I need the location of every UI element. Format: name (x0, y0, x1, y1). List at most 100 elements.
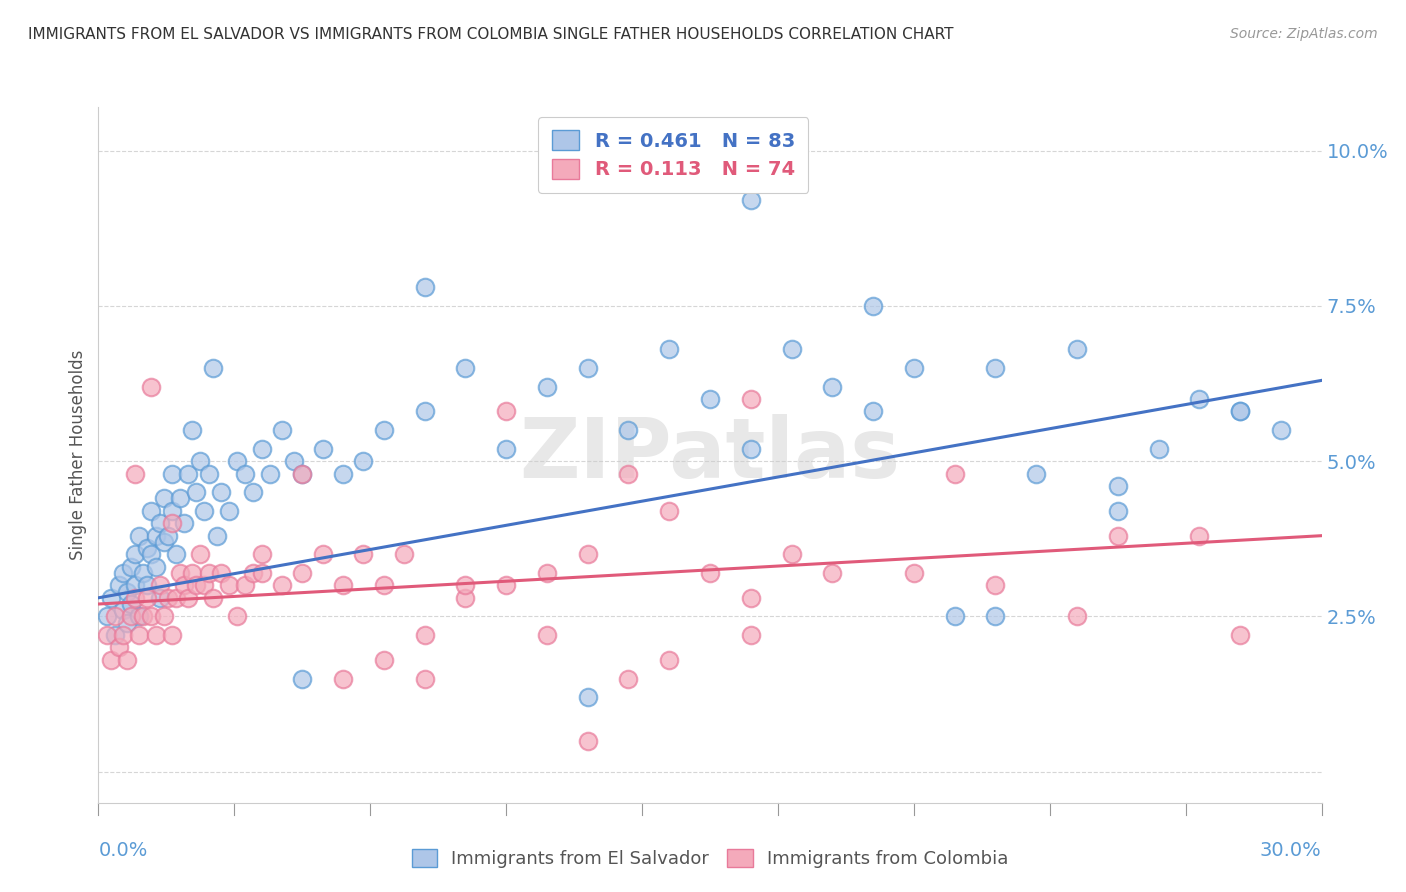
Point (233, 467, 256, 481)
Point (226, 609, 249, 624)
Point (156, 529, 179, 543)
Point (124, 547, 146, 561)
Point (740, 442, 762, 456)
Text: ZIPatlas: ZIPatlas (520, 415, 900, 495)
Point (115, 584, 138, 599)
Point (209, 566, 232, 580)
Point (495, 578, 517, 592)
Text: 0.0%: 0.0% (98, 841, 148, 860)
Point (197, 566, 219, 580)
Point (201, 361, 224, 376)
Point (136, 591, 159, 605)
Point (1229, 628, 1251, 642)
Point (617, 423, 640, 437)
Point (259, 467, 281, 481)
Point (100, 591, 122, 605)
Point (352, 547, 374, 561)
Point (149, 578, 172, 592)
Point (291, 467, 314, 481)
Point (115, 615, 138, 630)
Point (821, 379, 844, 393)
Point (188, 454, 212, 468)
Point (145, 559, 167, 574)
Point (740, 392, 762, 406)
Point (152, 609, 174, 624)
Point (242, 566, 264, 580)
Point (576, 690, 599, 705)
Point (132, 566, 155, 580)
Point (332, 578, 354, 592)
Point (197, 467, 219, 481)
Point (392, 547, 416, 561)
Point (291, 566, 314, 580)
Point (96, 609, 118, 624)
Point (104, 609, 127, 624)
Point (699, 566, 721, 580)
Point (201, 591, 224, 605)
Point (1107, 504, 1129, 518)
Point (332, 672, 354, 686)
Point (141, 504, 163, 518)
Point (173, 516, 195, 531)
Point (181, 566, 204, 580)
Point (1188, 392, 1211, 406)
Point (128, 609, 150, 624)
Y-axis label: Single Father Households: Single Father Households (69, 350, 87, 560)
Point (120, 597, 142, 611)
Point (1147, 442, 1170, 456)
Point (132, 609, 155, 624)
Point (177, 467, 200, 481)
Point (413, 404, 436, 418)
Point (169, 491, 191, 506)
Point (454, 361, 477, 376)
Point (226, 454, 249, 468)
Text: 30.0%: 30.0% (1260, 841, 1322, 860)
Point (193, 578, 215, 592)
Point (291, 467, 314, 481)
Point (495, 442, 517, 456)
Point (165, 591, 187, 605)
Point (780, 547, 803, 561)
Point (250, 566, 273, 580)
Point (270, 423, 294, 437)
Point (108, 578, 131, 592)
Point (699, 392, 721, 406)
Point (536, 379, 558, 393)
Point (177, 591, 200, 605)
Point (128, 529, 150, 543)
Point (209, 485, 232, 500)
Point (165, 547, 187, 561)
Point (454, 591, 477, 605)
Point (617, 467, 640, 481)
Point (291, 672, 314, 686)
Point (903, 361, 925, 376)
Point (943, 609, 966, 624)
Point (111, 566, 134, 580)
Point (312, 442, 335, 456)
Point (1025, 467, 1047, 481)
Point (242, 485, 264, 500)
Point (141, 547, 163, 561)
Point (413, 280, 436, 294)
Point (495, 404, 517, 418)
Point (576, 733, 599, 747)
Point (205, 529, 228, 543)
Point (111, 603, 134, 617)
Point (1107, 479, 1129, 493)
Point (658, 653, 681, 667)
Point (120, 609, 142, 624)
Point (270, 578, 294, 592)
Point (943, 467, 966, 481)
Point (128, 628, 150, 642)
Point (332, 467, 354, 481)
Point (373, 653, 395, 667)
Text: IMMIGRANTS FROM EL SALVADOR VS IMMIGRANTS FROM COLOMBIA SINGLE FATHER HOUSEHOLDS: IMMIGRANTS FROM EL SALVADOR VS IMMIGRANT… (28, 27, 953, 42)
Point (193, 504, 215, 518)
Point (104, 628, 127, 642)
Point (658, 343, 681, 357)
Point (1270, 423, 1292, 437)
Point (780, 343, 803, 357)
Point (160, 467, 183, 481)
Point (149, 516, 172, 531)
Point (903, 566, 925, 580)
